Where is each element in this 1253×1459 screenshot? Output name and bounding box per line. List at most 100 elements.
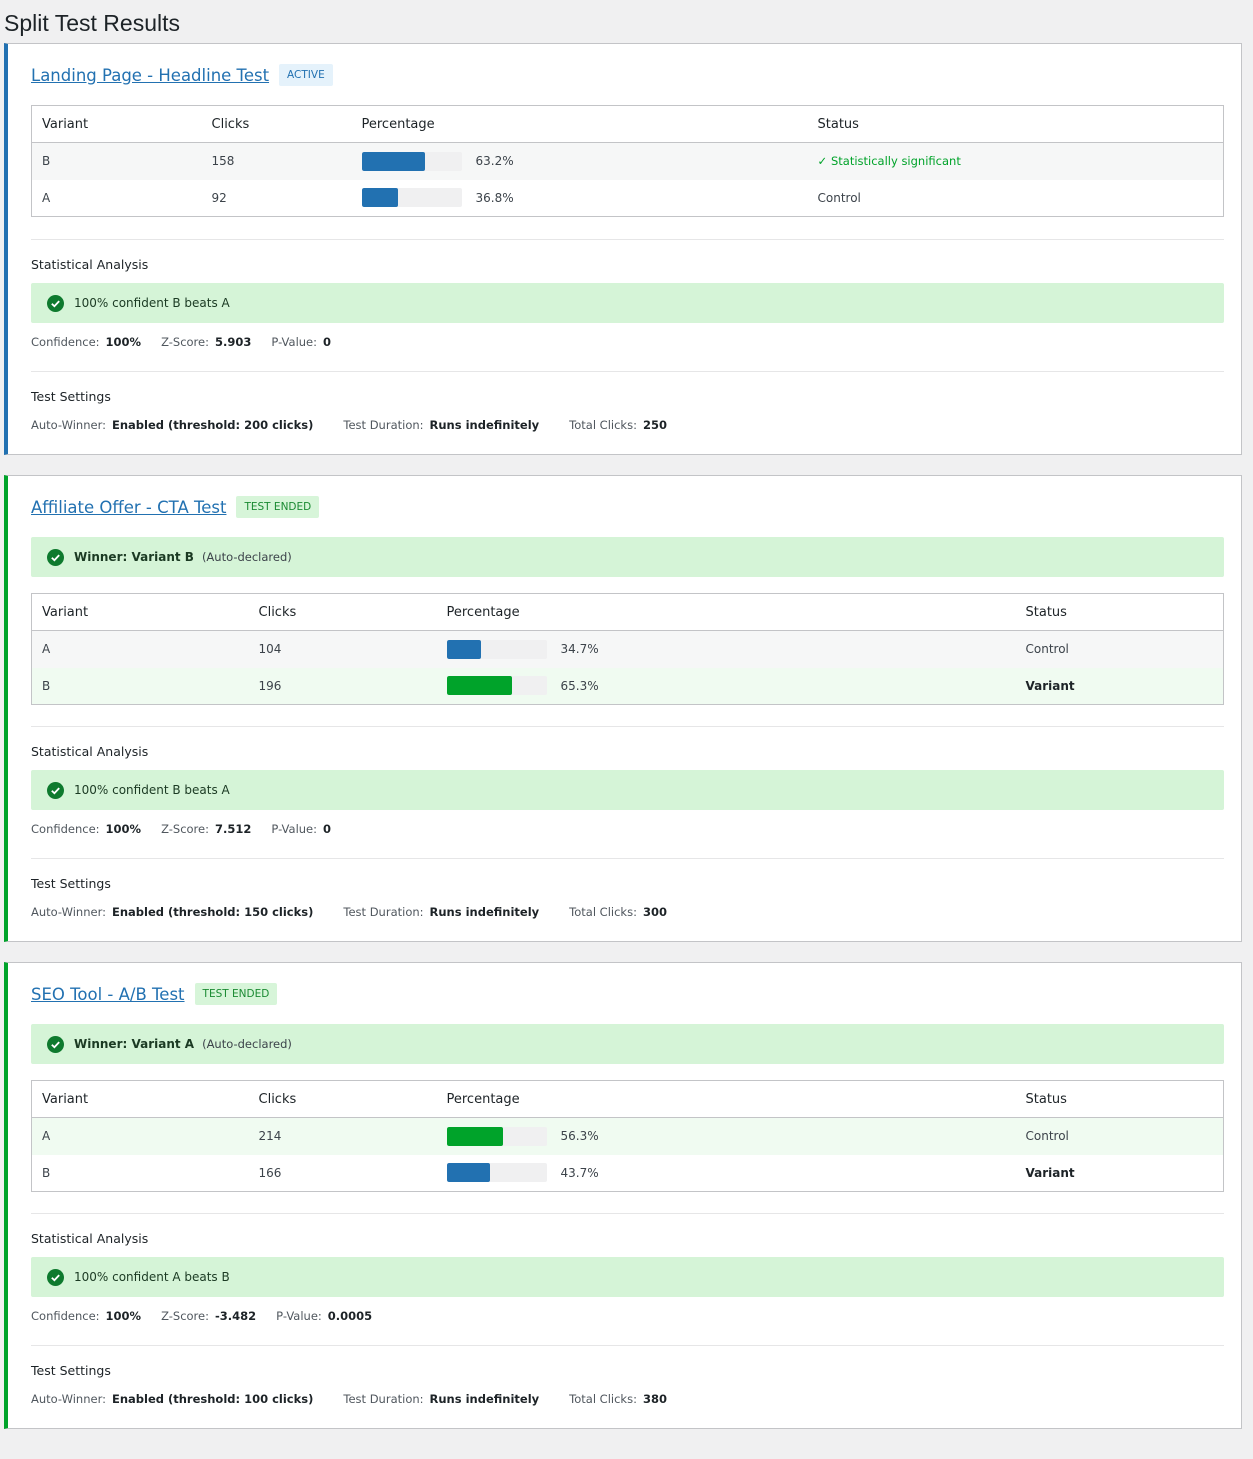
test-title-link[interactable]: Affiliate Offer - CTA Test: [31, 497, 227, 517]
winner-text: Winner: Variant B: [74, 550, 194, 564]
total-clicks-setting: Total Clicks: 380: [569, 1392, 667, 1406]
percentage-bar: [361, 151, 462, 171]
column-header-clicks: Clicks: [201, 105, 352, 143]
divider: [31, 239, 1224, 240]
page-title: Split Test Results: [4, 10, 180, 36]
table-row: A 104 34.7% Control: [31, 630, 1224, 668]
percentage-value: 65.3%: [560, 678, 599, 693]
analysis-stats: Confidence: 100% Z-Score: -3.482 P-Value: 0…: [31, 1309, 392, 1323]
check-circle-icon: [47, 1035, 64, 1053]
analysis-message: 100% confident B beats A: [74, 783, 230, 797]
variant-cell: B: [31, 142, 202, 180]
column-header-percentage: Percentage: [436, 1080, 1016, 1118]
test-settings: Auto-Winner: Enabled (threshold: 200 clic…: [31, 418, 687, 432]
percentage-bar: [446, 676, 547, 696]
column-header-variant: Variant: [31, 1080, 249, 1118]
column-header-clicks: Clicks: [248, 1080, 437, 1118]
check-icon: ✓: [817, 154, 828, 169]
statistical-analysis-heading: Statistical Analysis: [31, 1231, 149, 1246]
column-header-variant: Variant: [31, 105, 202, 143]
analysis-notice: 100% confident B beats A: [31, 770, 1224, 810]
confidence-stat: Confidence: 100%: [31, 822, 142, 836]
check-circle-icon: [47, 1268, 64, 1286]
check-circle-icon: [47, 781, 64, 799]
check-circle-icon: [47, 548, 64, 566]
column-header-status: Status: [807, 105, 1224, 143]
table-row-winner: B 196 65.3% Variant: [31, 667, 1224, 705]
percentage-cell: 56.3%: [436, 1117, 1016, 1155]
p-value-stat: P-Value: 0: [271, 822, 332, 836]
test-duration-setting: Test Duration: Runs indefinitely: [343, 418, 540, 432]
auto-winner-setting: Auto-Winner: Enabled (threshold: 100 clic…: [31, 1392, 314, 1406]
table-row: B 166 43.7% Variant: [32, 1155, 1224, 1192]
test-card-seo-tool: SEO Tool - A/B Test TEST ENDED Winner: V…: [4, 962, 1242, 1429]
test-settings-heading: Test Settings: [31, 1363, 111, 1378]
column-header-status: Status: [1015, 1080, 1224, 1118]
test-settings-heading: Test Settings: [31, 389, 111, 404]
analysis-notice: 100% confident A beats B: [31, 1257, 1224, 1297]
percentage-bar-fill: [361, 188, 399, 208]
test-duration-setting: Test Duration: Runs indefinitely: [343, 1392, 540, 1406]
percentage-cell: 34.7%: [436, 630, 1016, 668]
confidence-stat: Confidence: 100%: [31, 1309, 142, 1323]
clicks-cell: 214: [248, 1117, 437, 1155]
status-badge: TEST ENDED: [194, 983, 278, 1005]
divider: [31, 858, 1224, 859]
winner-note: (Auto-declared): [201, 550, 292, 564]
percentage-cell: 43.7%: [437, 1155, 1016, 1192]
percentage-bar-fill: [446, 1163, 491, 1183]
percentage-value: 63.2%: [475, 154, 514, 169]
column-header-clicks: Clicks: [248, 593, 437, 631]
z-score-stat: Z-Score: -3.482: [161, 1309, 257, 1323]
analysis-message: 100% confident A beats B: [74, 1270, 230, 1284]
confidence-stat: Confidence: 100%: [31, 335, 142, 349]
table-row-winner: A 214 56.3% Control: [31, 1117, 1224, 1155]
percentage-value: 43.7%: [560, 1165, 599, 1180]
percentage-bar-fill: [446, 639, 482, 659]
test-card-affiliate-offer: Affiliate Offer - CTA Test TEST ENDED Wi…: [4, 475, 1242, 942]
percentage-value: 56.3%: [560, 1129, 599, 1144]
test-title-link[interactable]: SEO Tool - A/B Test: [31, 984, 185, 1004]
status-cell: Control: [817, 190, 861, 205]
test-title-link[interactable]: Landing Page - Headline Test: [31, 65, 270, 85]
percentage-cell: 36.8%: [352, 180, 808, 217]
variant-cell: A: [31, 1117, 249, 1155]
table-row: A 92 36.8% Control: [32, 180, 1224, 217]
winner-text: Winner: Variant A: [74, 1037, 195, 1051]
status-badge: ACTIVE: [279, 64, 333, 86]
percentage-bar-fill: [361, 151, 425, 171]
auto-winner-setting: Auto-Winner: Enabled (threshold: 150 clic…: [31, 905, 314, 919]
clicks-cell: 92: [211, 190, 227, 205]
percentage-bar: [446, 1163, 547, 1183]
table-row: B 158 63.2% ✓ Statistically significant: [31, 142, 1224, 180]
analysis-stats: Confidence: 100% Z-Score: 5.903 P-Value: 0: [31, 335, 351, 349]
percentage-cell: 63.2%: [351, 142, 808, 180]
divider: [31, 1213, 1224, 1214]
divider: [31, 1345, 1224, 1346]
percentage-bar-fill: [446, 676, 512, 696]
percentage-bar: [446, 639, 547, 659]
total-clicks-setting: Total Clicks: 250: [569, 418, 667, 432]
variants-table: Variant Clicks Percentage Status A 214 5…: [31, 1080, 1224, 1192]
z-score-stat: Z-Score: 7.512: [161, 822, 252, 836]
statistical-analysis-heading: Statistical Analysis: [31, 744, 149, 759]
percentage-value: 36.8%: [475, 190, 514, 205]
p-value-stat: P-Value: 0.0005: [276, 1309, 373, 1323]
column-header-variant: Variant: [31, 593, 249, 631]
total-clicks-setting: Total Clicks: 300: [569, 905, 667, 919]
clicks-cell: 166: [258, 1165, 282, 1180]
divider: [31, 726, 1224, 727]
analysis-stats: Confidence: 100% Z-Score: 7.512 P-Value: 0: [31, 822, 351, 836]
variant-cell: B: [42, 1165, 51, 1180]
auto-winner-setting: Auto-Winner: Enabled (threshold: 200 clic…: [31, 418, 314, 432]
variants-table: Variant Clicks Percentage Status A 104 3…: [31, 593, 1224, 705]
winner-notice: Winner: Variant B (Auto-declared): [31, 537, 1224, 577]
variant-cell: B: [31, 667, 249, 705]
divider: [31, 371, 1224, 372]
status-cell: Control: [1015, 1117, 1224, 1155]
percentage-bar-fill: [446, 1126, 503, 1146]
clicks-cell: 104: [248, 630, 437, 668]
percentage-bar: [446, 1126, 547, 1146]
winner-notice: Winner: Variant A (Auto-declared): [31, 1024, 1224, 1064]
status-cell: Control: [1015, 630, 1224, 668]
